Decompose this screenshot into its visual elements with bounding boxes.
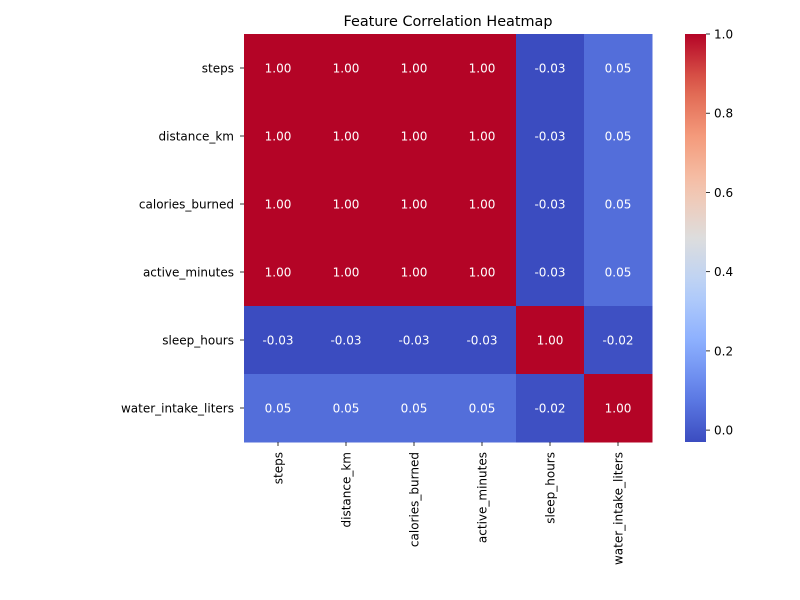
row-tick-labels: steps distance_km calories_burned active_mi… xyxy=(121,62,244,416)
cell-value-label: 0.05 xyxy=(605,266,632,280)
heatmap-cell xyxy=(584,34,653,103)
cell-value-label: -0.03 xyxy=(534,130,565,144)
cell-value-label: -0.03 xyxy=(534,266,565,280)
cell-value-label: 1.00 xyxy=(537,334,564,348)
cell-value-label: 1.00 xyxy=(333,198,360,212)
row-tick-label: distance_km xyxy=(159,130,235,144)
colorbar-tick-label: 1.0 xyxy=(714,28,733,42)
heatmap-cell xyxy=(584,238,653,307)
heatmap-cell xyxy=(312,374,381,443)
cell-value-label: 1.00 xyxy=(265,198,292,212)
heatmap-cell xyxy=(380,374,449,443)
heatmap-cell xyxy=(516,102,585,171)
cell-value-label: -0.03 xyxy=(330,334,361,348)
colorbar-tick-label: 0.4 xyxy=(714,265,733,279)
cell-value-label: 1.00 xyxy=(605,402,632,416)
cell-value-label: 1.00 xyxy=(469,198,496,212)
row-tick-label: active_minutes xyxy=(143,266,234,280)
heatmap-cell xyxy=(448,374,517,443)
cell-value-label: 0.05 xyxy=(265,402,292,416)
heatmap-cell xyxy=(380,170,449,239)
heatmap-cell xyxy=(584,102,653,171)
cell-value-label: 1.00 xyxy=(265,62,292,76)
heatmap-cell xyxy=(448,306,517,375)
cell-value-label: -0.03 xyxy=(534,62,565,76)
heatmap-cell xyxy=(380,102,449,171)
cell-value-label: 1.00 xyxy=(401,62,428,76)
cell-value-label: 1.00 xyxy=(333,130,360,144)
heatmap-cell xyxy=(516,34,585,103)
cell-value-label: -0.03 xyxy=(262,334,293,348)
row-tick-label: sleep_hours xyxy=(162,334,234,348)
heatmap-cell xyxy=(448,34,517,103)
heatmap-cell xyxy=(312,34,381,103)
heatmap-cell xyxy=(584,170,653,239)
colorbar-tick-label: 0.2 xyxy=(714,344,733,358)
cell-value-label: 1.00 xyxy=(469,62,496,76)
cell-value-label: 0.05 xyxy=(333,402,360,416)
column-tick-label: steps xyxy=(272,452,286,484)
row-tick-label: water_intake_liters xyxy=(121,402,234,416)
column-tick-label: water_intake_liters xyxy=(612,452,626,565)
heatmap-cell xyxy=(516,170,585,239)
heatmap-cell xyxy=(244,306,313,375)
colorbar-bar xyxy=(685,34,706,442)
column-tick-labels: steps distance_km calories_burned active_mi… xyxy=(272,442,626,565)
heatmap-cell xyxy=(516,374,585,443)
heatmap-cell xyxy=(244,34,313,103)
column-tick-label: calories_burned xyxy=(408,452,422,547)
colorbar: 0.0 0.2 0.4 0.6 0.8 1.0 xyxy=(685,28,733,442)
heatmap-cell xyxy=(244,238,313,307)
heatmap-cell xyxy=(448,238,517,307)
heatmap-cells: 1.00 1.00 1.00 1.00 -0.03 0.05 1.00 1.00 1.00 1.0… xyxy=(244,34,653,443)
cell-value-label: 1.00 xyxy=(333,62,360,76)
colorbar-tick-label: 0.0 xyxy=(714,424,733,438)
cell-value-label: 1.00 xyxy=(401,198,428,212)
heatmap-cell xyxy=(312,102,381,171)
row-tick-label: calories_burned xyxy=(139,198,234,212)
column-tick-label: distance_km xyxy=(340,452,354,528)
heatmap-cell xyxy=(516,306,585,375)
heatmap-cell xyxy=(380,34,449,103)
heatmap-cell xyxy=(516,238,585,307)
column-tick-label: sleep_hours xyxy=(544,452,558,524)
cell-value-label: 0.05 xyxy=(605,130,632,144)
chart-title: Feature Correlation Heatmap xyxy=(344,14,553,30)
cell-value-label: 1.00 xyxy=(401,266,428,280)
cell-value-label: 1.00 xyxy=(333,266,360,280)
heatmap-cell xyxy=(244,374,313,443)
heatmap-cell xyxy=(312,170,381,239)
heatmap-cell xyxy=(244,102,313,171)
cell-value-label: 1.00 xyxy=(469,266,496,280)
cell-value-label: 1.00 xyxy=(265,130,292,144)
heatmap-cell xyxy=(448,170,517,239)
heatmap-cell xyxy=(584,306,653,375)
heatmap-cell xyxy=(312,306,381,375)
heatmap-cell xyxy=(380,306,449,375)
cell-value-label: -0.03 xyxy=(534,198,565,212)
column-tick-label: active_minutes xyxy=(476,452,490,543)
cell-value-label: 1.00 xyxy=(265,266,292,280)
cell-value-label: 1.00 xyxy=(469,130,496,144)
heatmap-cell xyxy=(584,374,653,443)
heatmap-cell xyxy=(244,170,313,239)
cell-value-label: 0.05 xyxy=(401,402,428,416)
cell-value-label: 0.05 xyxy=(605,62,632,76)
cell-value-label: 0.05 xyxy=(469,402,496,416)
colorbar-tick-label: 0.8 xyxy=(714,107,733,121)
colorbar-tick-label: 0.6 xyxy=(714,186,733,200)
cell-value-label: 0.05 xyxy=(605,198,632,212)
cell-value-label: 1.00 xyxy=(401,130,428,144)
cell-value-label: -0.03 xyxy=(466,334,497,348)
heatmap-cell xyxy=(448,102,517,171)
cell-value-label: -0.03 xyxy=(398,334,429,348)
heatmap-cell xyxy=(312,238,381,307)
heatmap-cell xyxy=(380,238,449,307)
row-tick-label: steps xyxy=(202,62,234,76)
cell-value-label: -0.02 xyxy=(602,334,633,348)
cell-value-label: -0.02 xyxy=(534,402,565,416)
